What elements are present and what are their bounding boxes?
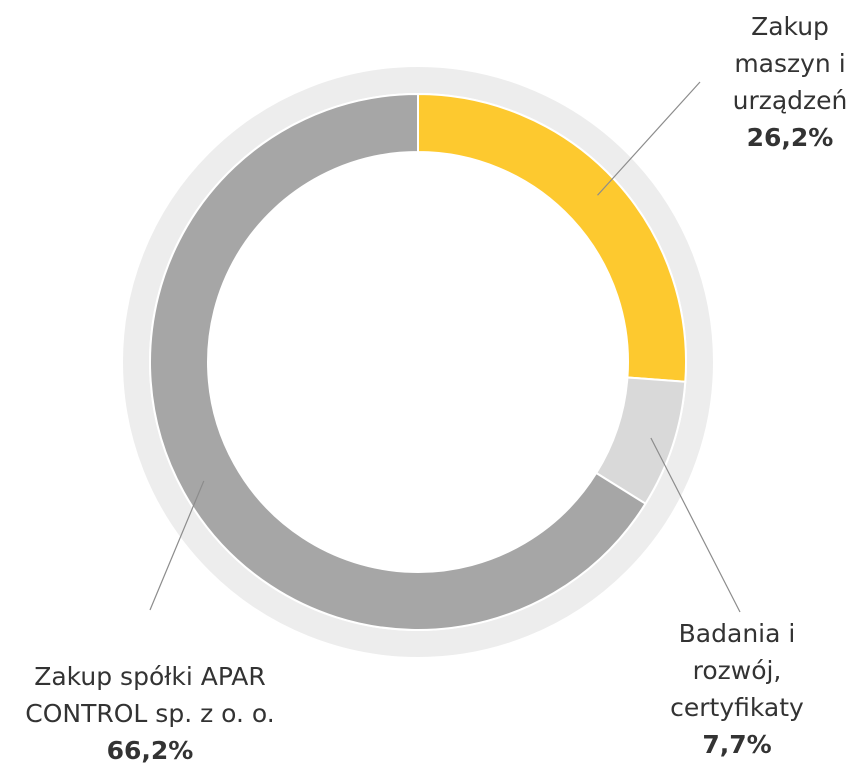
category-label: Zakup maszyn i urządzeń [732, 12, 848, 115]
slice-label: Zakup spółki APAR CONTROL sp. z o. o. 66,… [0, 658, 300, 769]
leader-line [149, 480, 205, 611]
category-label: Zakup spółki APAR CONTROL sp. z o. o. [25, 662, 275, 728]
category-label: Badania i rozwój, certyfikaty [670, 619, 804, 722]
slice-label: Badania i rozwój, certyfikaty 7,7% [655, 615, 820, 763]
leader-line [650, 437, 741, 613]
halo-ring [123, 67, 713, 657]
leader-line [597, 81, 701, 196]
value-label: 66,2% [106, 736, 194, 765]
value-label: 26,2% [746, 123, 834, 152]
slice-label: Zakup maszyn i urządzeń 26,2% [723, 8, 858, 156]
donut-slice [149, 92, 647, 631]
value-label: 7,7% [702, 730, 772, 759]
donut-slice [417, 92, 687, 383]
